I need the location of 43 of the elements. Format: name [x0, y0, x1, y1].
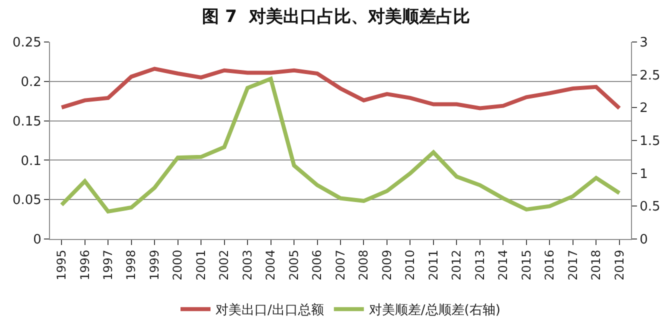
- y-tick-label: 0.15: [12, 114, 42, 130]
- x-tick-label: 2013: [472, 250, 487, 280]
- chart-title: 图 7 对美出口占比、对美顺差占比: [202, 6, 470, 27]
- x-tick-label: 2017: [566, 250, 580, 280]
- x-tick-label: 2010: [403, 250, 418, 280]
- x-tick-label: 1999: [147, 250, 162, 280]
- x-tick-label: 2001: [194, 250, 208, 280]
- y2-tick-label: 2.5: [640, 68, 660, 84]
- y2-tick-label: 1.5: [640, 134, 660, 150]
- x-tick-label: 2000: [170, 250, 185, 280]
- legend-label: 对美顺差/总顺差(右轴): [368, 302, 500, 318]
- line-series: [60, 66, 622, 110]
- x-tick-label: 2012: [450, 250, 464, 280]
- y2-tick-label: 3: [640, 36, 648, 51]
- x-tick-label: 2009: [380, 250, 394, 280]
- x-tick-label: 2008: [356, 250, 371, 280]
- x-tick-label: 1997: [101, 250, 115, 280]
- y-tick-label: 0.2: [20, 74, 42, 90]
- x-tick-label: 2015: [519, 250, 534, 280]
- x-tick-label: 1998: [124, 250, 138, 280]
- x-tick-label: 2005: [286, 250, 301, 280]
- x-tick-label: 1995: [54, 250, 69, 280]
- x-tick-label: 2004: [264, 250, 278, 280]
- y-tick-label: 0.25: [12, 36, 42, 51]
- y-tick-label: 0.05: [12, 193, 42, 208]
- x-tick-label: 2016: [542, 250, 557, 280]
- y2-tick-label: 0: [640, 232, 648, 248]
- y2-tick-label: 0.5: [640, 200, 660, 215]
- x-tick-label: 2002: [217, 250, 232, 280]
- legend-label: 对美出口/出口总额: [216, 302, 324, 318]
- y-tick-label: 0.1: [20, 154, 42, 169]
- y2-tick-label: 2: [640, 101, 648, 116]
- x-tick-label: 2019: [612, 250, 626, 280]
- x-tick-label: 2014: [496, 250, 510, 280]
- x-tick-label: 2011: [426, 250, 440, 280]
- x-tick-label: 1996: [78, 250, 92, 280]
- x-tick-label: 2007: [333, 250, 348, 280]
- y2-tick-label: 1: [640, 166, 648, 182]
- x-tick-label: 2006: [310, 250, 324, 280]
- line-series: [60, 76, 622, 214]
- x-tick-label: 2003: [240, 250, 254, 280]
- x-tick-label: 2018: [589, 250, 604, 280]
- y-tick-label: 0: [33, 232, 42, 248]
